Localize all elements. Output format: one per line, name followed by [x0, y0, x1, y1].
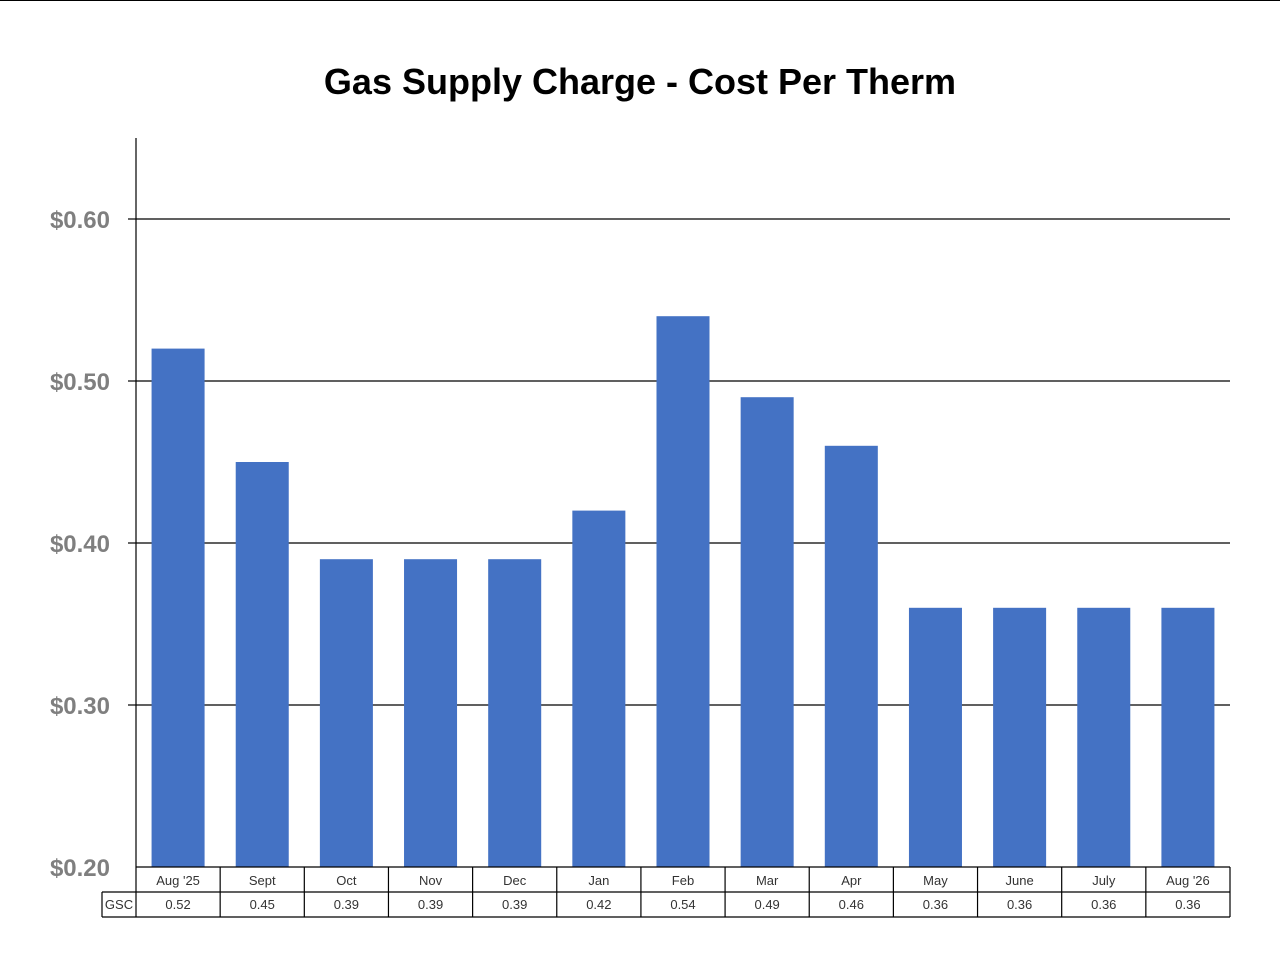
bar	[656, 316, 710, 867]
data-label: 0.52	[165, 897, 190, 912]
data-label: 0.49	[754, 897, 779, 912]
y-tick-label: $0.20	[50, 855, 110, 882]
bar	[235, 462, 289, 867]
y-tick-label: $0.50	[50, 369, 110, 396]
data-label: 0.39	[334, 897, 359, 912]
data-label: 0.36	[1007, 897, 1032, 912]
bar	[740, 397, 794, 867]
x-tick-label: Nov	[419, 873, 443, 888]
data-label: 0.46	[839, 897, 864, 912]
bar	[151, 348, 205, 868]
x-tick-label: Apr	[841, 873, 862, 888]
bars	[151, 316, 1215, 868]
chart-title: Gas Supply Charge - Cost Per Therm	[324, 61, 956, 102]
x-tick-label: May	[923, 873, 948, 888]
data-label: 0.36	[1175, 897, 1200, 912]
x-tick-label: Feb	[672, 873, 694, 888]
y-tick-label: $0.60	[50, 207, 110, 234]
bar	[993, 607, 1047, 867]
data-label: 0.42	[586, 897, 611, 912]
y-tick-label: $0.30	[50, 693, 110, 720]
bar	[572, 510, 626, 867]
bar	[1077, 607, 1131, 867]
data-label: 0.39	[502, 897, 527, 912]
bar	[404, 559, 458, 867]
x-tick-label: Jan	[588, 873, 609, 888]
x-tick-label: Dec	[503, 873, 527, 888]
y-tick-labels: $0.20 $0.30 $0.40 $0.50 $0.60	[50, 207, 110, 882]
data-table: GSC Aug '25 0.52 Sept 0.45 Oct 0.39 Nov 0.39 Dec 0…	[101, 866, 1231, 918]
y-tick-label: $0.40	[50, 531, 110, 558]
x-tick-label: June	[1006, 873, 1034, 888]
data-label: 0.45	[250, 897, 275, 912]
bar	[488, 559, 542, 867]
bar	[824, 445, 878, 867]
top-border	[0, 0, 1280, 1]
data-label: 0.54	[670, 897, 695, 912]
x-tick-label: Sept	[249, 873, 276, 888]
x-tick-label: Mar	[756, 873, 779, 888]
bar	[319, 559, 373, 867]
bar	[1161, 607, 1215, 867]
x-tick-label: Aug '25	[156, 873, 200, 888]
data-label: 0.39	[418, 897, 443, 912]
x-tick-label: July	[1092, 873, 1116, 888]
x-tick-label: Oct	[336, 873, 357, 888]
bar	[908, 607, 962, 867]
y-axis	[128, 138, 137, 867]
x-tick-label: Aug '26	[1166, 873, 1210, 888]
data-label: 0.36	[1091, 897, 1116, 912]
data-label: 0.36	[923, 897, 948, 912]
table-row-label: GSC	[105, 897, 133, 912]
